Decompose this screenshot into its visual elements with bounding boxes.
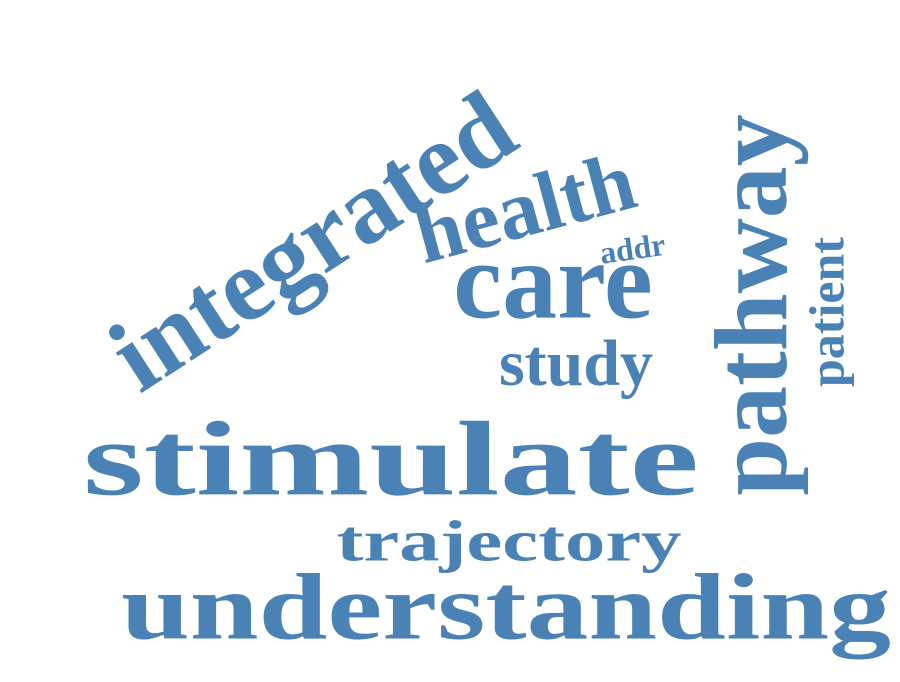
word-pathway: pathway — [694, 114, 809, 495]
word-study: study — [499, 327, 653, 400]
word-care: care — [453, 219, 652, 341]
word-understanding: understanding — [121, 556, 891, 660]
word-addr: addr — [597, 226, 667, 271]
word-patient: patient — [798, 237, 854, 387]
word-stimulate: stimulate — [83, 400, 699, 517]
word-trajectory: trajectory — [337, 508, 682, 573]
